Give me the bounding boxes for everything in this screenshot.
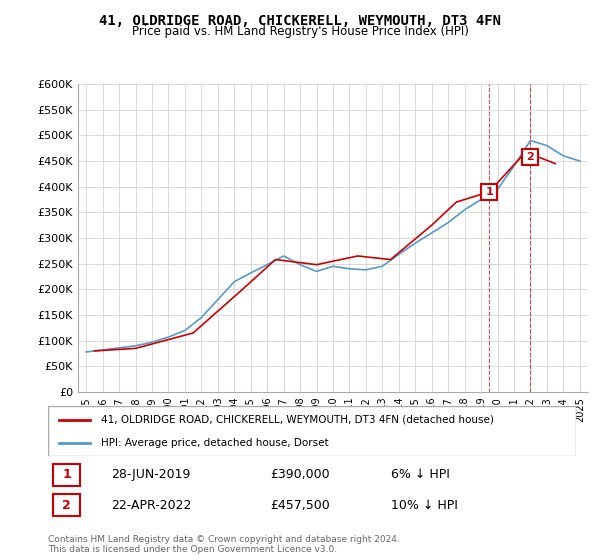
Text: 22-APR-2022: 22-APR-2022	[112, 499, 192, 512]
Text: 1: 1	[485, 187, 493, 197]
Text: Price paid vs. HM Land Registry's House Price Index (HPI): Price paid vs. HM Land Registry's House …	[131, 25, 469, 38]
FancyBboxPatch shape	[53, 494, 80, 516]
Text: £390,000: £390,000	[270, 468, 329, 481]
Text: 10% ↓ HPI: 10% ↓ HPI	[391, 499, 458, 512]
Text: 2: 2	[62, 499, 71, 512]
FancyBboxPatch shape	[53, 464, 80, 486]
Text: Contains HM Land Registry data © Crown copyright and database right 2024.
This d: Contains HM Land Registry data © Crown c…	[48, 535, 400, 554]
Text: HPI: Average price, detached house, Dorset: HPI: Average price, detached house, Dors…	[101, 438, 328, 448]
Text: 2: 2	[527, 152, 534, 162]
Text: 6% ↓ HPI: 6% ↓ HPI	[391, 468, 450, 481]
FancyBboxPatch shape	[48, 406, 576, 456]
Text: 1: 1	[62, 468, 71, 481]
Text: 41, OLDRIDGE ROAD, CHICKERELL, WEYMOUTH, DT3 4FN: 41, OLDRIDGE ROAD, CHICKERELL, WEYMOUTH,…	[99, 14, 501, 28]
Text: 28-JUN-2019: 28-JUN-2019	[112, 468, 191, 481]
Text: £457,500: £457,500	[270, 499, 329, 512]
Text: 41, OLDRIDGE ROAD, CHICKERELL, WEYMOUTH, DT3 4FN (detached house): 41, OLDRIDGE ROAD, CHICKERELL, WEYMOUTH,…	[101, 414, 494, 424]
